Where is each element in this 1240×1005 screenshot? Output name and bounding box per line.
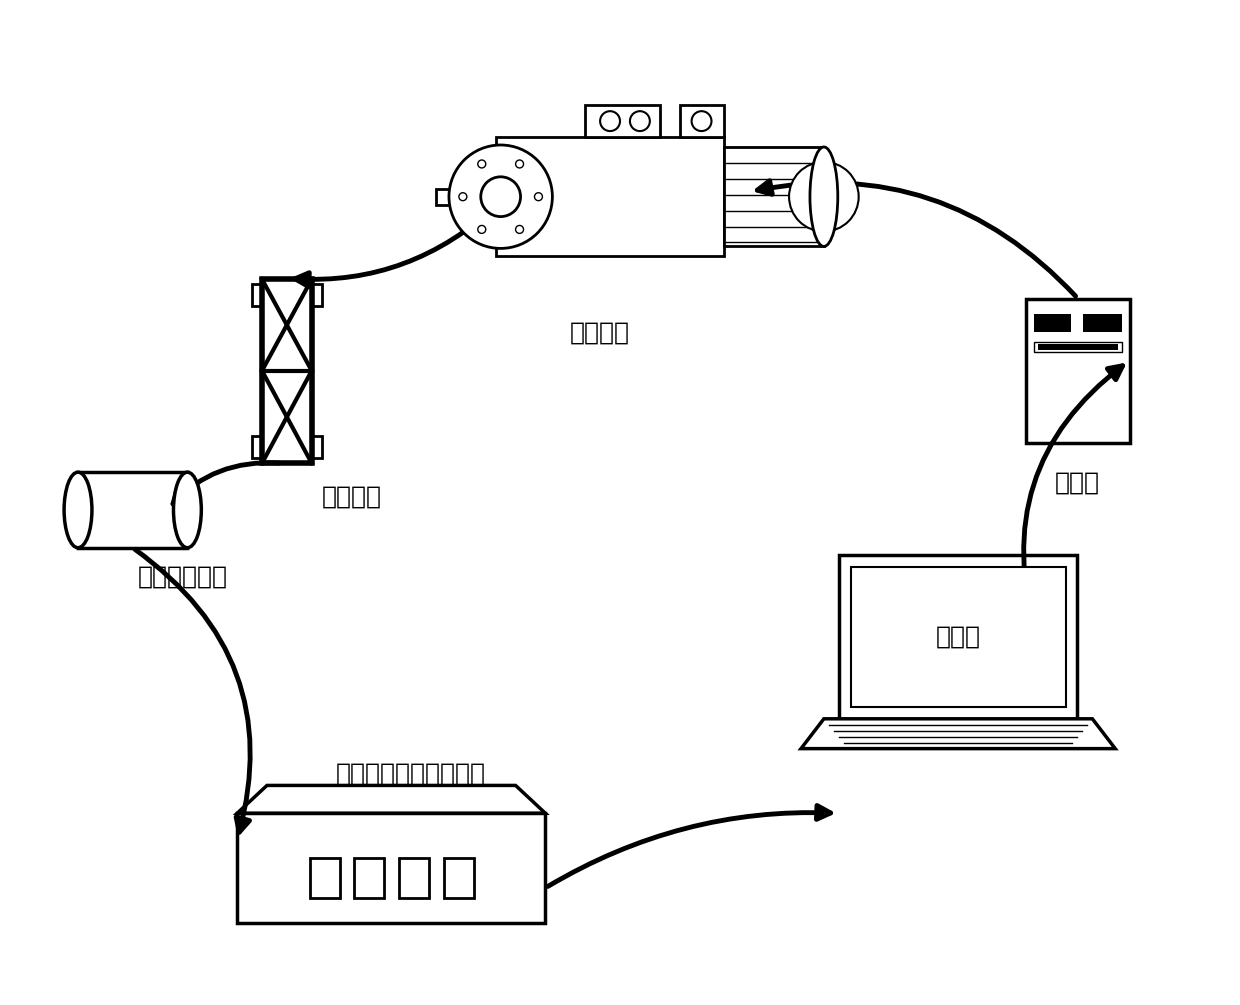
Ellipse shape (64, 472, 92, 548)
Circle shape (481, 177, 521, 217)
Bar (838, 555, 1078, 719)
Circle shape (477, 160, 486, 168)
Bar (311, 436, 321, 458)
Text: 伺服电机: 伺服电机 (570, 321, 630, 345)
Bar (237, 813, 546, 923)
Bar (436, 189, 496, 205)
Ellipse shape (174, 472, 201, 548)
Circle shape (516, 225, 523, 233)
Bar (311, 284, 321, 307)
Bar (1034, 314, 1122, 332)
Bar (851, 567, 1065, 707)
Bar (262, 279, 311, 463)
Text: 变频器: 变频器 (1055, 470, 1100, 494)
Ellipse shape (810, 147, 838, 246)
Bar (444, 858, 474, 897)
Bar (724, 147, 823, 246)
Bar (1071, 314, 1084, 332)
Text: 多通道数据采集分析仪: 多通道数据采集分析仪 (336, 762, 486, 786)
Circle shape (630, 112, 650, 131)
Circle shape (516, 160, 523, 168)
Bar (1038, 344, 1118, 350)
Bar (680, 106, 724, 137)
Circle shape (692, 112, 712, 131)
Circle shape (477, 225, 486, 233)
Text: 加速度传感器: 加速度传感器 (138, 565, 228, 589)
Bar (496, 137, 724, 256)
Circle shape (600, 112, 620, 131)
Polygon shape (801, 719, 1115, 749)
Circle shape (789, 162, 858, 231)
Circle shape (449, 145, 552, 248)
Text: 故障轴承: 故障轴承 (321, 485, 382, 510)
Bar (310, 858, 340, 897)
Bar (78, 472, 187, 548)
Bar (1034, 342, 1122, 352)
Bar (355, 858, 384, 897)
Circle shape (813, 187, 833, 207)
Circle shape (534, 193, 542, 201)
Bar (252, 436, 262, 458)
Bar (399, 858, 429, 897)
Bar (585, 106, 660, 137)
Text: 计算机: 计算机 (936, 624, 981, 648)
Bar (252, 284, 262, 307)
Bar (1025, 299, 1130, 443)
Polygon shape (237, 786, 546, 813)
Circle shape (459, 193, 466, 201)
